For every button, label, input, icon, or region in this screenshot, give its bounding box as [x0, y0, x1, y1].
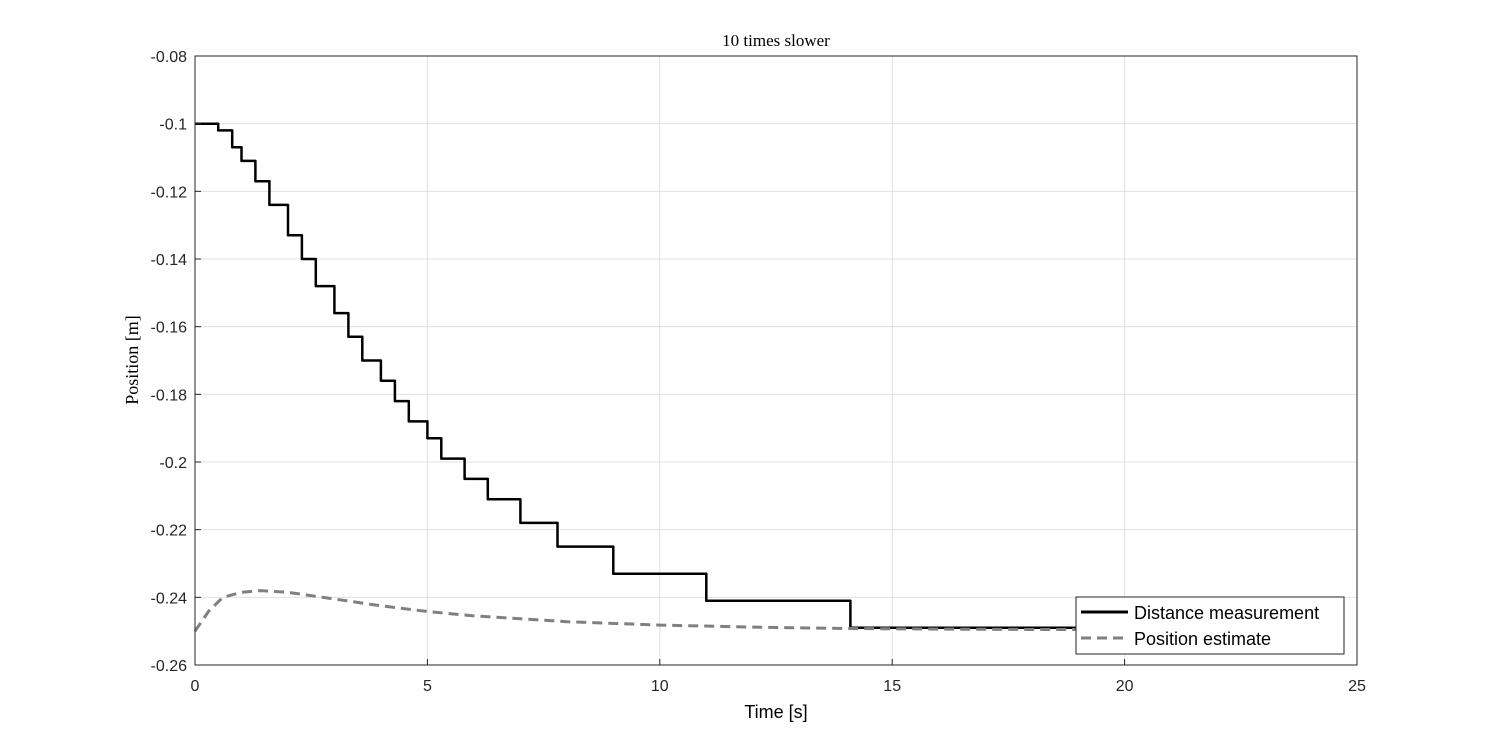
y-tick-label: -0.08: [151, 49, 188, 66]
axis-ticks: 0 5 10 15 20 25 -0.08 -0.1 -0.12 -0.14 -0.16 -0.18 -…: [151, 49, 1366, 695]
y-tick-label: -0.22: [151, 523, 188, 540]
y-tick-label: -0.18: [151, 387, 188, 404]
x-tick-label: 15: [883, 678, 901, 695]
y-tick-label: -0.14: [151, 252, 188, 269]
y-tick-label: -0.24: [151, 590, 188, 607]
y-tick-label: -0.26: [151, 658, 188, 675]
grid-lines: [195, 56, 1357, 665]
y-axis-label: Position [m]: [122, 315, 142, 405]
position-estimate-line: [193, 589, 1079, 633]
distance-measurement-line: [195, 122, 1079, 630]
legend: Distance measurement Position estimate: [1075, 596, 1345, 655]
x-tick-label: 25: [1348, 678, 1366, 695]
y-tick-label: -0.12: [151, 184, 188, 201]
x-tick-label: 0: [191, 678, 200, 695]
x-axis-label: Time [s]: [744, 702, 807, 722]
plot-frame: [194, 55, 1358, 666]
legend-label-distance-measurement: Distance measurement: [1134, 603, 1319, 623]
chart-title: 10 times slower: [722, 31, 830, 50]
legend-box: [1075, 596, 1345, 655]
y-tick-label: -0.16: [151, 320, 188, 337]
plot-area: [195, 56, 1357, 665]
x-tick-label: 20: [1116, 678, 1134, 695]
legend-label-position-estimate: Position estimate: [1134, 629, 1271, 649]
y-tick-label: -0.1: [159, 117, 187, 134]
series-layer: [193, 122, 1079, 633]
x-tick-label: 5: [423, 678, 432, 695]
x-tick-label: 10: [651, 678, 669, 695]
y-tick-label: -0.2: [159, 455, 187, 472]
